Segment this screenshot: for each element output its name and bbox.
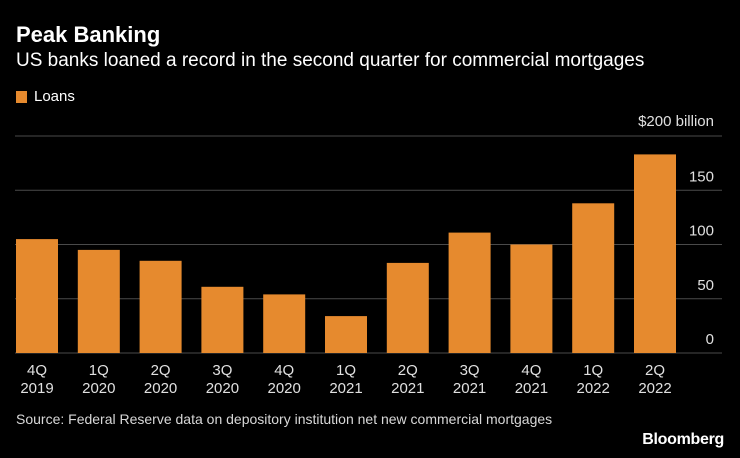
x-tick-label: 2Q [398,362,418,379]
bar-3q-2020 [201,286,244,353]
legend-swatch-loans [16,91,27,103]
bar-4q-2021 [510,244,553,353]
source-note: Source: Federal Reserve data on deposito… [16,411,553,427]
y-tick-label-50: 50 [697,277,714,294]
bar-2q-2020 [139,260,182,353]
x-tick-label: 2019 [20,380,53,397]
chart-subtitle: US banks loaned a record in the second q… [16,50,645,71]
y-tick-label-0: 0 [706,331,714,348]
x-tick-label: 2020 [268,380,301,397]
x-tick-label: 3Q [460,362,480,379]
x-tick-label: 1Q [583,362,603,379]
x-tick-label: 2021 [391,380,424,397]
x-tick-label: 4Q [521,362,541,379]
x-tick-label: 1Q [336,362,356,379]
y-tick-label-150: 150 [689,168,714,185]
bar-1q-2021 [325,316,367,353]
x-tick-label: 2021 [515,380,548,397]
x-tick-label: 4Q [274,362,294,379]
bar-2q-2022 [634,154,676,353]
x-tick-label: 2020 [82,380,115,397]
x-tick-label: 2021 [453,380,486,397]
x-tick-label: 2021 [329,380,362,397]
x-tick-label: 3Q [212,362,232,379]
bar-4q-2019 [16,239,58,353]
x-tick-label: 2022 [638,380,671,397]
bar-2q-2021 [386,262,429,353]
x-tick-label: 2Q [151,362,171,379]
bar-1q-2020 [77,249,120,353]
x-tick-label: 2022 [577,380,610,397]
x-tick-label: 2020 [144,380,177,397]
bar-1q-2022 [572,203,615,353]
x-tick-label: 2Q [645,362,665,379]
bar-3q-2021 [448,232,491,353]
bloomberg-logo: Bloomberg [642,431,724,448]
x-tick-label: 2020 [206,380,239,397]
legend: Loans [16,88,75,106]
chart-title: Peak Banking [16,22,161,47]
y-tick-label-100: 100 [689,223,714,240]
bar-4q-2020 [263,294,306,353]
legend-label-loans: Loans [34,88,75,105]
y-tick-label-top: $200 billion [638,113,714,130]
x-tick-label: 1Q [89,362,109,379]
x-tick-label: 4Q [27,362,47,379]
